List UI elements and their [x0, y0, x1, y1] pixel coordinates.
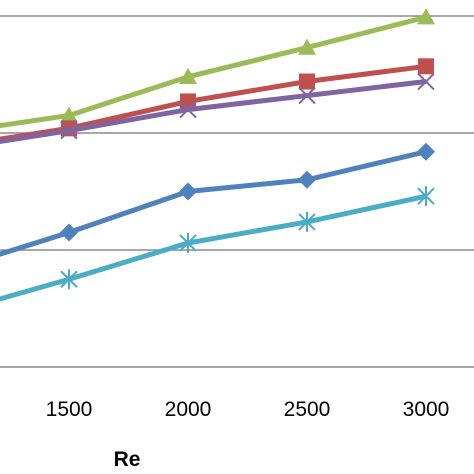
data-point [299, 73, 315, 90]
data-point [418, 58, 434, 75]
data-point [417, 72, 435, 91]
data-point [417, 142, 435, 161]
x-tick-label: 1500 [46, 398, 93, 421]
data-point [60, 269, 78, 290]
data-point [298, 38, 316, 55]
series-triangle [0, 8, 435, 129]
data-point [298, 86, 316, 105]
data-point [179, 67, 197, 85]
data-point [298, 211, 316, 232]
x-tick-label: 2000 [165, 398, 212, 421]
series-x [0, 72, 435, 145]
data-point [417, 8, 435, 25]
data-point [179, 232, 197, 253]
series-line [0, 193, 427, 302]
data-point [179, 182, 197, 201]
series-asterisk [0, 186, 435, 302]
series-diamond [0, 142, 435, 257]
x-tick-label: 2500 [284, 398, 331, 421]
data-point [179, 100, 197, 119]
data-point [60, 106, 78, 123]
x-tick-labels: 1500 2000 2500 3000 [46, 398, 450, 421]
x-tick-label: 3000 [403, 398, 450, 421]
series-layer [0, 8, 435, 302]
x-axis-title: Re [114, 448, 141, 471]
data-point [60, 223, 78, 242]
gridlines [0, 15, 474, 368]
data-point [298, 170, 316, 189]
data-point [60, 121, 78, 140]
data-point [417, 186, 435, 207]
